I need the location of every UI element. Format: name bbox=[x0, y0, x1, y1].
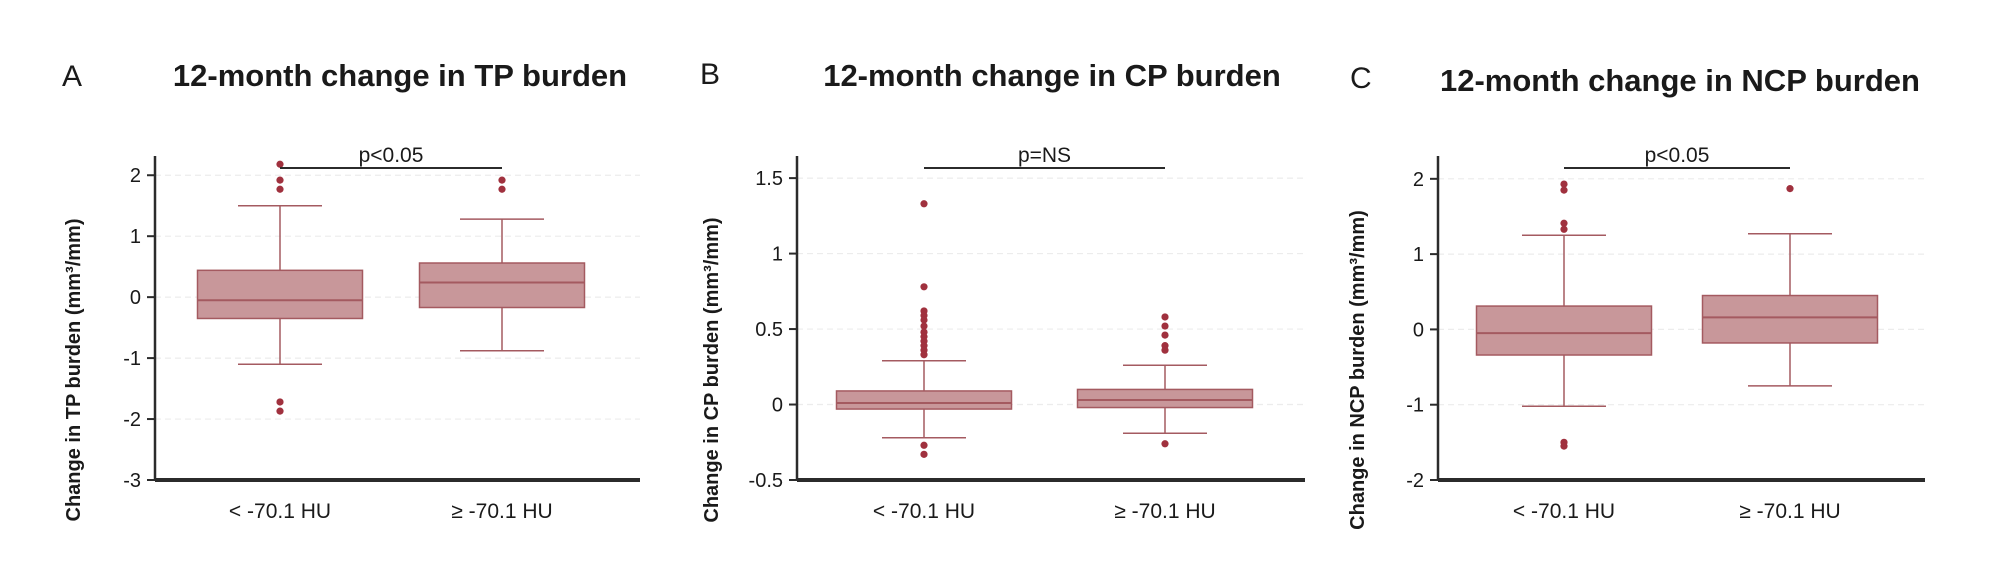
x-tick-label: ≥ -70.1 HU bbox=[451, 500, 552, 523]
outlier-point bbox=[498, 176, 506, 184]
y-tick-label: -1 bbox=[1406, 395, 1424, 417]
y-tick-label: -2 bbox=[1406, 470, 1424, 492]
outlier-point bbox=[920, 283, 928, 291]
panel-title: 12-month change in CP burden bbox=[823, 58, 1281, 93]
y-tick-label: 1 bbox=[772, 244, 783, 266]
y-tick-label: 0 bbox=[772, 395, 783, 417]
y-tick-label: 0 bbox=[1413, 319, 1424, 341]
outlier-point bbox=[1560, 219, 1568, 227]
box bbox=[835, 390, 1013, 410]
outlier-point bbox=[276, 398, 284, 406]
panel-letter: A bbox=[62, 60, 82, 93]
outlier-point bbox=[276, 176, 284, 184]
x-tick-label: < -70.1 HU bbox=[873, 500, 975, 523]
outlier-point bbox=[1560, 180, 1568, 188]
y-axis-label: Change in NCP burden (mm³/mm) bbox=[1347, 210, 1369, 530]
x-tick-label: ≥ -70.1 HU bbox=[1739, 500, 1840, 523]
panel-b: B 12-month change in CP burden Change in… bbox=[700, 58, 1305, 523]
box bbox=[196, 269, 364, 320]
x-tick-label: ≥ -70.1 HU bbox=[1114, 500, 1215, 523]
outlier-point bbox=[1161, 322, 1169, 330]
outlier-point bbox=[498, 185, 506, 193]
outlier-point bbox=[1161, 346, 1169, 354]
outlier-point bbox=[1560, 225, 1568, 233]
y-tick-label: -2 bbox=[123, 409, 141, 431]
outlier-point bbox=[1786, 185, 1794, 193]
y-tick-label: 1.5 bbox=[755, 168, 783, 190]
panel-a: A 12-month change in TP burden Change in… bbox=[62, 58, 640, 523]
outlier-point bbox=[1161, 313, 1169, 321]
outlier-point bbox=[1560, 186, 1568, 194]
y-axis-label: Change in CP burden (mm³/mm) bbox=[701, 217, 723, 522]
outlier-point bbox=[1560, 442, 1568, 450]
box bbox=[1701, 294, 1879, 344]
x-tick-label: < -70.1 HU bbox=[1513, 500, 1615, 523]
y-tick-label: -0.5 bbox=[749, 470, 783, 492]
y-tick-label: 2 bbox=[1413, 169, 1424, 191]
plot-area: -2 -1 0 1 2 < -70.1 HU ≥ -70.1 HU p<0.05 bbox=[1406, 144, 1925, 523]
box bbox=[418, 262, 586, 309]
outlier-point bbox=[276, 185, 284, 193]
y-tick-label: -3 bbox=[123, 470, 141, 492]
y-tick-label: 2 bbox=[130, 165, 141, 187]
panel-letter: C bbox=[1350, 62, 1372, 95]
significance-label: p<0.05 bbox=[359, 144, 424, 167]
plot-area: -3 -2 -1 0 1 2 < -70.1 HU ≥ -70.1 HU p<0.05 bbox=[123, 144, 640, 523]
panel-c: C 12-month change in NCP burden Change i… bbox=[1347, 62, 1925, 530]
y-tick-label: 1 bbox=[1413, 244, 1424, 266]
significance-label: p=NS bbox=[1018, 144, 1071, 167]
plot-area: -0.5 0 0.5 1 1.5 < -70.1 HU ≥ -70.1 HU p=NS bbox=[749, 144, 1305, 523]
box bbox=[1475, 305, 1653, 356]
outlier-point bbox=[1161, 440, 1169, 448]
outlier-point bbox=[920, 351, 928, 359]
y-tick-label: 0.5 bbox=[755, 319, 783, 341]
outlier-point bbox=[920, 316, 928, 324]
y-tick-label: -1 bbox=[123, 348, 141, 370]
significance-label: p<0.05 bbox=[1645, 144, 1710, 167]
outlier-point bbox=[920, 200, 928, 208]
panel-letter: B bbox=[700, 58, 720, 91]
outlier-point bbox=[920, 450, 928, 458]
outlier-point bbox=[920, 441, 928, 449]
y-tick-label: 0 bbox=[130, 287, 141, 309]
panel-title: 12-month change in NCP burden bbox=[1440, 63, 1920, 98]
box bbox=[1076, 388, 1254, 409]
outlier-point bbox=[276, 407, 284, 415]
outlier-point bbox=[920, 322, 928, 330]
outlier-point bbox=[276, 160, 284, 168]
y-axis-label: Change in TP burden (mm³/mm) bbox=[63, 219, 85, 522]
y-tick-label: 1 bbox=[130, 226, 141, 248]
x-tick-label: < -70.1 HU bbox=[229, 500, 331, 523]
panel-title: 12-month change in TP burden bbox=[173, 58, 627, 93]
outlier-point bbox=[1161, 331, 1169, 339]
